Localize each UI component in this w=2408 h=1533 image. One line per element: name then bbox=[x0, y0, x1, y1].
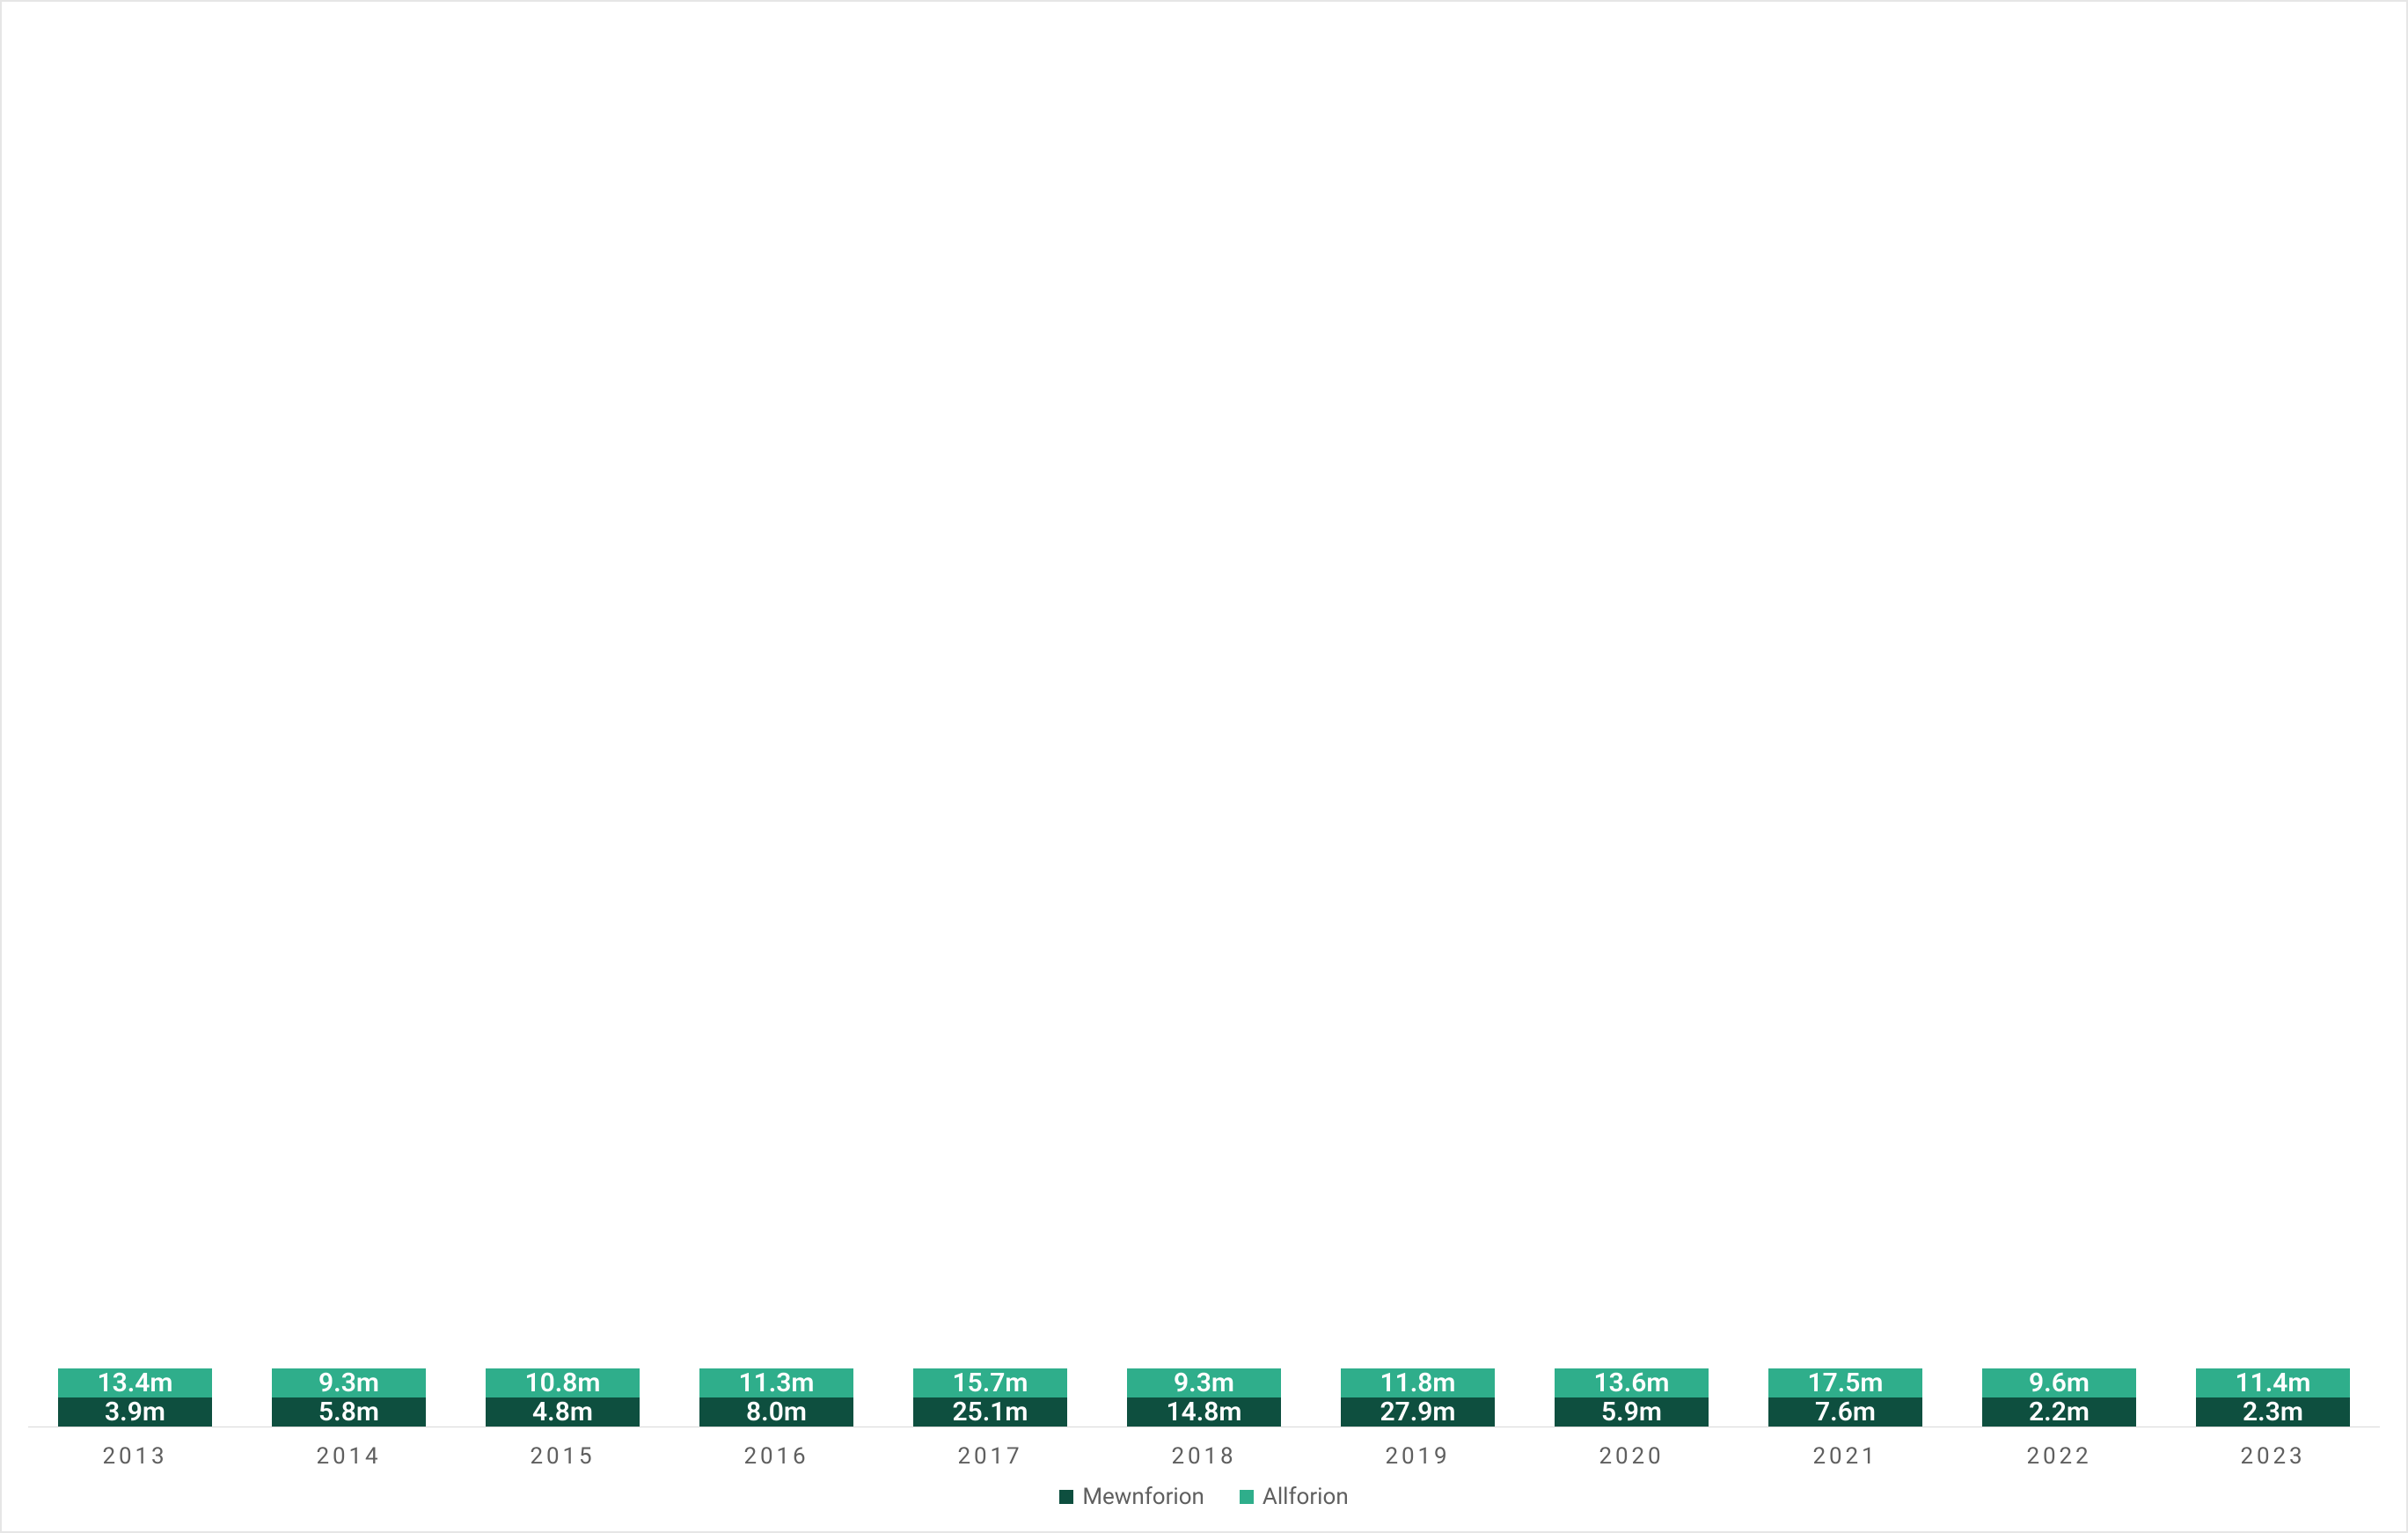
bar-2013: 3.9m13.4m bbox=[58, 1368, 212, 1427]
bar-slot: 25.1m15.7m bbox=[883, 19, 1097, 1427]
bar-2014: 5.8m9.3m bbox=[272, 1368, 426, 1427]
segment-allforion: 9.6m bbox=[1982, 1368, 2136, 1397]
legend-swatch-icon bbox=[1240, 1490, 1254, 1504]
bar-slot: 5.8m9.3m bbox=[242, 19, 456, 1427]
legend: Mewnforion Allforion bbox=[28, 1478, 2380, 1522]
x-axis: 2013201420152016201720182019202020212022… bbox=[28, 1427, 2380, 1478]
bar-slot: 5.9m13.6m bbox=[1525, 19, 1738, 1427]
segment-mewnforion: 2.2m bbox=[1982, 1397, 2136, 1427]
segment-allforion: 17.5m bbox=[1768, 1368, 1922, 1397]
segment-mewnforion: 5.8m bbox=[272, 1397, 426, 1427]
legend-label: Allforion bbox=[1263, 1484, 1349, 1510]
segment-mewnforion: 14.8m bbox=[1127, 1397, 1281, 1427]
bar-2017: 25.1m15.7m bbox=[913, 1368, 1067, 1427]
bar-2020: 5.9m13.6m bbox=[1555, 1368, 1709, 1427]
segment-mewnforion: 7.6m bbox=[1768, 1397, 1922, 1427]
x-axis-label: 2013 bbox=[28, 1443, 242, 1470]
bar-slot: 7.6m17.5m bbox=[1738, 19, 1952, 1427]
segment-allforion: 11.4m bbox=[2196, 1368, 2350, 1397]
bar-2015: 4.8m10.8m bbox=[486, 1368, 640, 1427]
x-axis-label: 2016 bbox=[670, 1443, 883, 1470]
segment-mewnforion: 25.1m bbox=[913, 1397, 1067, 1427]
segment-mewnforion: 4.8m bbox=[486, 1397, 640, 1427]
segment-mewnforion: 3.9m bbox=[58, 1397, 212, 1427]
x-axis-label: 2020 bbox=[1525, 1443, 1738, 1470]
legend-item-mewnforion: Mewnforion bbox=[1059, 1484, 1204, 1510]
x-axis-label: 2021 bbox=[1738, 1443, 1952, 1470]
segment-allforion: 11.3m bbox=[699, 1368, 853, 1397]
bar-slot: 3.9m13.4m bbox=[28, 19, 242, 1427]
plot-area: 3.9m13.4m5.8m9.3m4.8m10.8m8.0m11.3m25.1m… bbox=[28, 19, 2380, 1427]
bar-slot: 8.0m11.3m bbox=[670, 19, 883, 1427]
bar-slot: 14.8m9.3m bbox=[1097, 19, 1311, 1427]
x-axis-label: 2019 bbox=[1311, 1443, 1525, 1470]
bar-slot: 4.8m10.8m bbox=[456, 19, 670, 1427]
bar-slot: 2.3m11.4m bbox=[2166, 19, 2380, 1427]
chart-frame: 3.9m13.4m5.8m9.3m4.8m10.8m8.0m11.3m25.1m… bbox=[0, 0, 2408, 1533]
bars-container: 3.9m13.4m5.8m9.3m4.8m10.8m8.0m11.3m25.1m… bbox=[28, 19, 2380, 1427]
x-axis-label: 2023 bbox=[2166, 1443, 2380, 1470]
segment-allforion: 13.6m bbox=[1555, 1368, 1709, 1397]
legend-swatch-icon bbox=[1059, 1490, 1073, 1504]
segment-mewnforion: 27.9m bbox=[1341, 1397, 1495, 1427]
x-axis-label: 2015 bbox=[456, 1443, 670, 1470]
bar-2016: 8.0m11.3m bbox=[699, 1368, 853, 1427]
bar-2023: 2.3m11.4m bbox=[2196, 1368, 2350, 1427]
segment-mewnforion: 5.9m bbox=[1555, 1397, 1709, 1427]
legend-label: Mewnforion bbox=[1082, 1484, 1204, 1510]
segment-allforion: 9.3m bbox=[272, 1368, 426, 1397]
segment-allforion: 13.4m bbox=[58, 1368, 212, 1397]
bar-2019: 27.9m11.8m bbox=[1341, 1368, 1495, 1427]
segment-allforion: 9.3m bbox=[1127, 1368, 1281, 1397]
bar-2022: 2.2m9.6m bbox=[1982, 1368, 2136, 1427]
bar-slot: 27.9m11.8m bbox=[1311, 19, 1525, 1427]
x-axis-label: 2017 bbox=[883, 1443, 1097, 1470]
legend-item-allforion: Allforion bbox=[1240, 1484, 1349, 1510]
segment-allforion: 10.8m bbox=[486, 1368, 640, 1397]
x-axis-label: 2022 bbox=[1952, 1443, 2166, 1470]
segment-allforion: 15.7m bbox=[913, 1368, 1067, 1397]
x-axis-label: 2018 bbox=[1097, 1443, 1311, 1470]
segment-allforion: 11.8m bbox=[1341, 1368, 1495, 1397]
segment-mewnforion: 2.3m bbox=[2196, 1397, 2350, 1427]
x-axis-label: 2014 bbox=[242, 1443, 456, 1470]
bar-2018: 14.8m9.3m bbox=[1127, 1368, 1281, 1427]
bar-2021: 7.6m17.5m bbox=[1768, 1368, 1922, 1427]
bar-slot: 2.2m9.6m bbox=[1952, 19, 2166, 1427]
segment-mewnforion: 8.0m bbox=[699, 1397, 853, 1427]
